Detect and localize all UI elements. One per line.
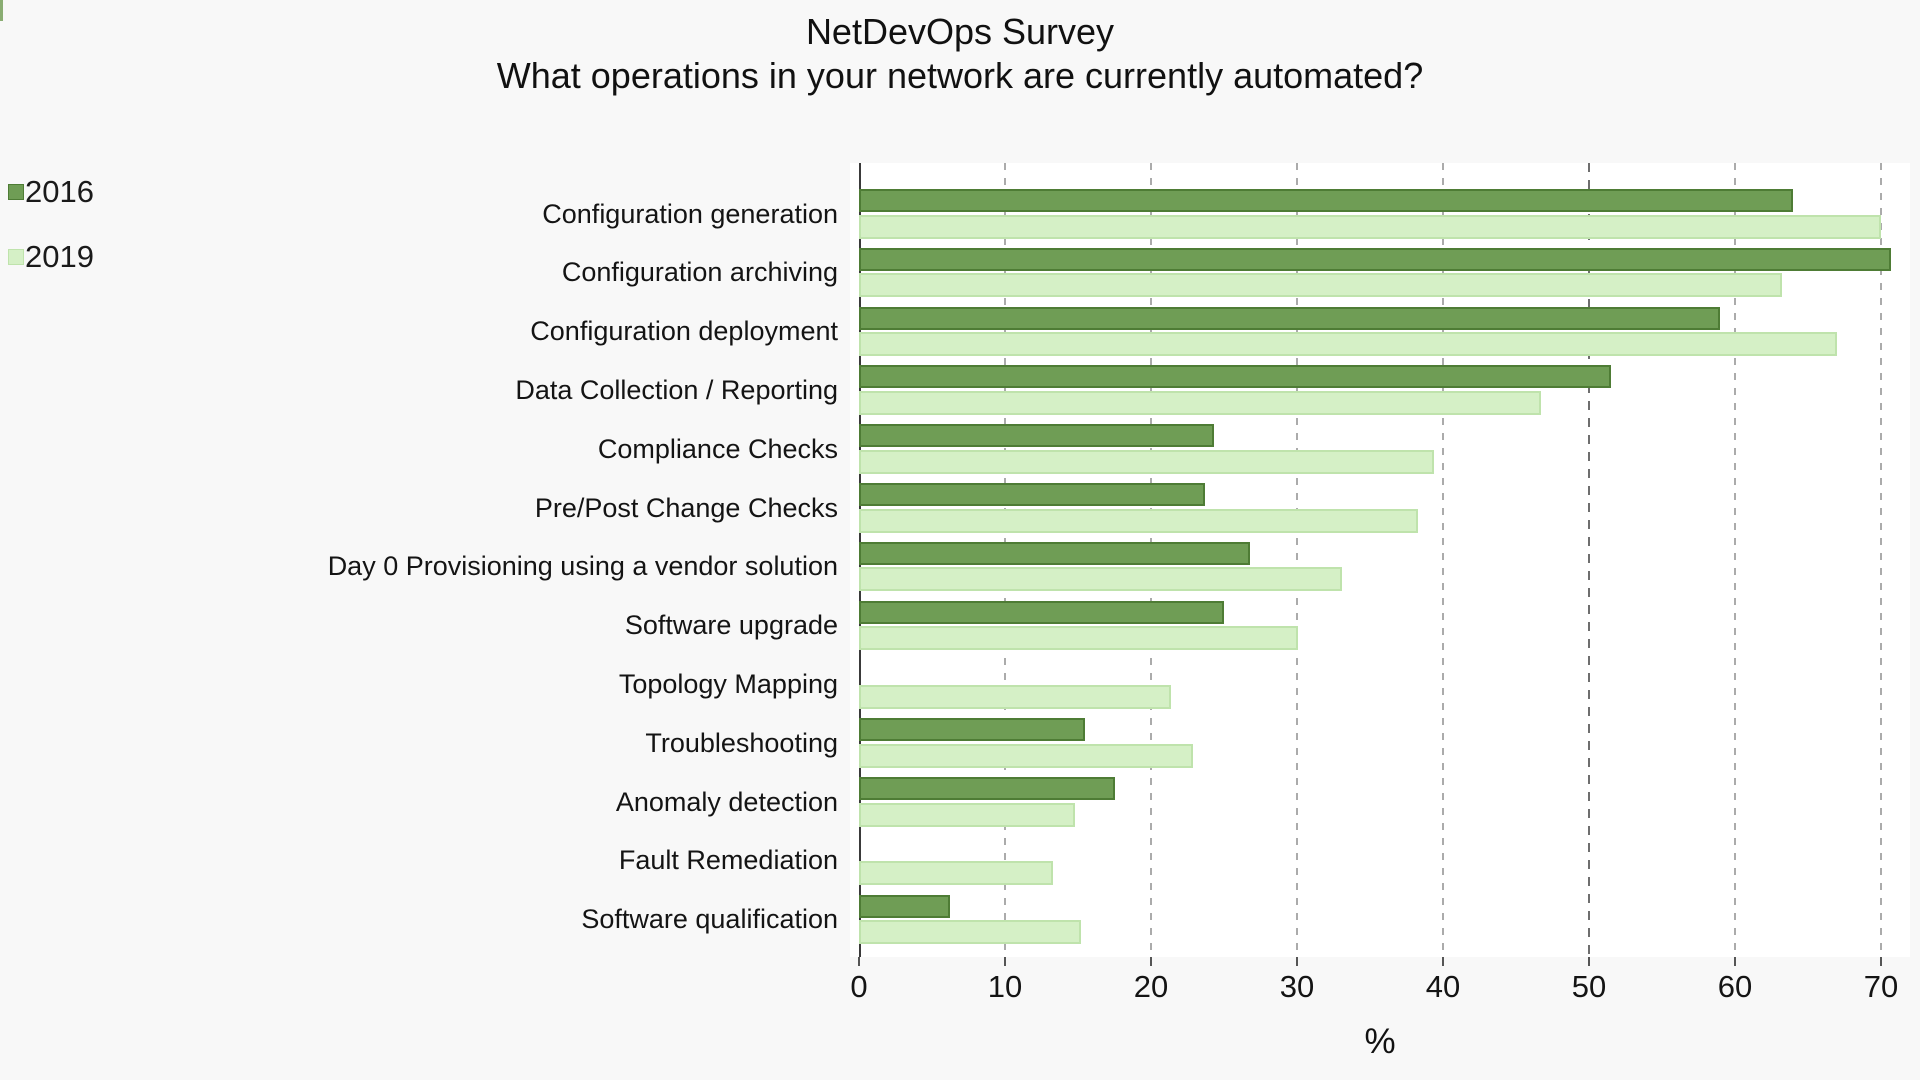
bar-2016-software-qualification xyxy=(859,894,950,918)
bar-2016-day-0-provisioning-using-a-vendor-solution xyxy=(859,541,1251,565)
gridline-60 xyxy=(1734,163,1736,957)
category-label-day-0-provisioning-using-a-vendor-solution: Day 0 Provisioning using a vendor soluti… xyxy=(327,551,838,582)
bar-2019-configuration-generation xyxy=(859,214,1881,239)
bar-2016-configuration-generation xyxy=(859,189,1794,212)
x-tick-60 xyxy=(1734,957,1736,966)
bar-2016-configuration-archiving xyxy=(859,247,1892,271)
category-label-configuration-generation: Configuration generation xyxy=(542,198,838,229)
bar-2019-configuration-archiving xyxy=(859,273,1782,298)
gridline-40 xyxy=(1442,163,1444,957)
x-tick-70 xyxy=(1880,957,1882,966)
category-label-troubleshooting: Troubleshooting xyxy=(645,727,838,758)
bar-2019-pre-post-change-checks xyxy=(859,508,1419,533)
bar-2016-pre-post-change-checks xyxy=(859,483,1206,506)
x-tick-label-70: 70 xyxy=(1863,969,1899,1004)
gridline-30 xyxy=(1296,163,1298,957)
category-label-data-collection-reporting: Data Collection / Reporting xyxy=(515,374,838,405)
x-tick-0 xyxy=(858,957,860,966)
x-tick-label-50: 50 xyxy=(1571,969,1607,1004)
x-tick-10 xyxy=(1004,957,1006,966)
legend-item-2016: 2016 xyxy=(8,170,94,214)
x-tick-label-10: 10 xyxy=(987,969,1023,1004)
bar-2016-troubleshooting xyxy=(859,718,1086,742)
bar-2016-data-collection-reporting xyxy=(859,365,1611,389)
x-tick-label-30: 30 xyxy=(1279,969,1315,1004)
category-label-software-qualification: Software qualification xyxy=(581,904,838,935)
bar-2019-data-collection-reporting xyxy=(859,390,1541,415)
chart-subtitle: What operations in your network are curr… xyxy=(496,55,1424,96)
x-tick-50 xyxy=(1588,957,1590,966)
bar-2019-day-0-provisioning-using-a-vendor-solution xyxy=(859,567,1343,592)
legend-label-2019: 2019 xyxy=(25,239,94,274)
bar-2019-topology-mapping xyxy=(859,684,1172,709)
bar-2019-anomaly-detection xyxy=(859,802,1076,827)
chart-title-block: NetDevOps Survey What operations in your… xyxy=(0,10,1920,98)
top-left-accent-sliver xyxy=(0,0,3,21)
gridline-50 xyxy=(1588,163,1590,957)
x-tick-30 xyxy=(1296,957,1298,966)
category-label-compliance-checks: Compliance Checks xyxy=(597,433,838,464)
legend-item-2019: 2019 xyxy=(8,235,94,279)
category-label-fault-remediation: Fault Remediation xyxy=(618,845,838,876)
legend-swatch-2019 xyxy=(8,249,24,265)
legend-label-2016: 2016 xyxy=(25,174,94,209)
plot-area xyxy=(850,163,1910,957)
bar-2019-configuration-deployment xyxy=(859,332,1838,357)
category-label-configuration-archiving: Configuration archiving xyxy=(561,257,838,288)
x-tick-label-60: 60 xyxy=(1717,969,1753,1004)
bar-2016-configuration-deployment xyxy=(859,306,1721,330)
bar-2019-troubleshooting xyxy=(859,743,1194,768)
bar-2019-software-upgrade xyxy=(859,626,1299,651)
chart-title: NetDevOps Survey xyxy=(805,11,1115,52)
gridline-70 xyxy=(1880,163,1882,957)
legend-swatch-2016 xyxy=(8,184,24,200)
x-tick-40 xyxy=(1442,957,1444,966)
bar-2016-compliance-checks xyxy=(859,424,1214,448)
x-tick-label-40: 40 xyxy=(1425,969,1461,1004)
category-label-pre-post-change-checks: Pre/Post Change Checks xyxy=(534,492,838,523)
x-tick-label-20: 20 xyxy=(1133,969,1169,1004)
x-tick-label-0: 0 xyxy=(850,969,868,1004)
bar-2019-fault-remediation xyxy=(859,861,1054,886)
legend: 2016 2019 xyxy=(8,170,94,300)
category-label-anomaly-detection: Anomaly detection xyxy=(615,786,838,817)
category-label-topology-mapping: Topology Mapping xyxy=(618,668,838,699)
category-label-software-upgrade: Software upgrade xyxy=(624,610,838,641)
bar-2016-software-upgrade xyxy=(859,600,1224,624)
category-label-configuration-deployment: Configuration deployment xyxy=(530,316,838,347)
x-axis-title: % xyxy=(1364,1022,1396,1061)
x-tick-20 xyxy=(1150,957,1152,966)
bar-2016-anomaly-detection xyxy=(859,777,1115,800)
bar-2019-software-qualification xyxy=(859,920,1081,945)
bar-2019-compliance-checks xyxy=(859,449,1435,474)
